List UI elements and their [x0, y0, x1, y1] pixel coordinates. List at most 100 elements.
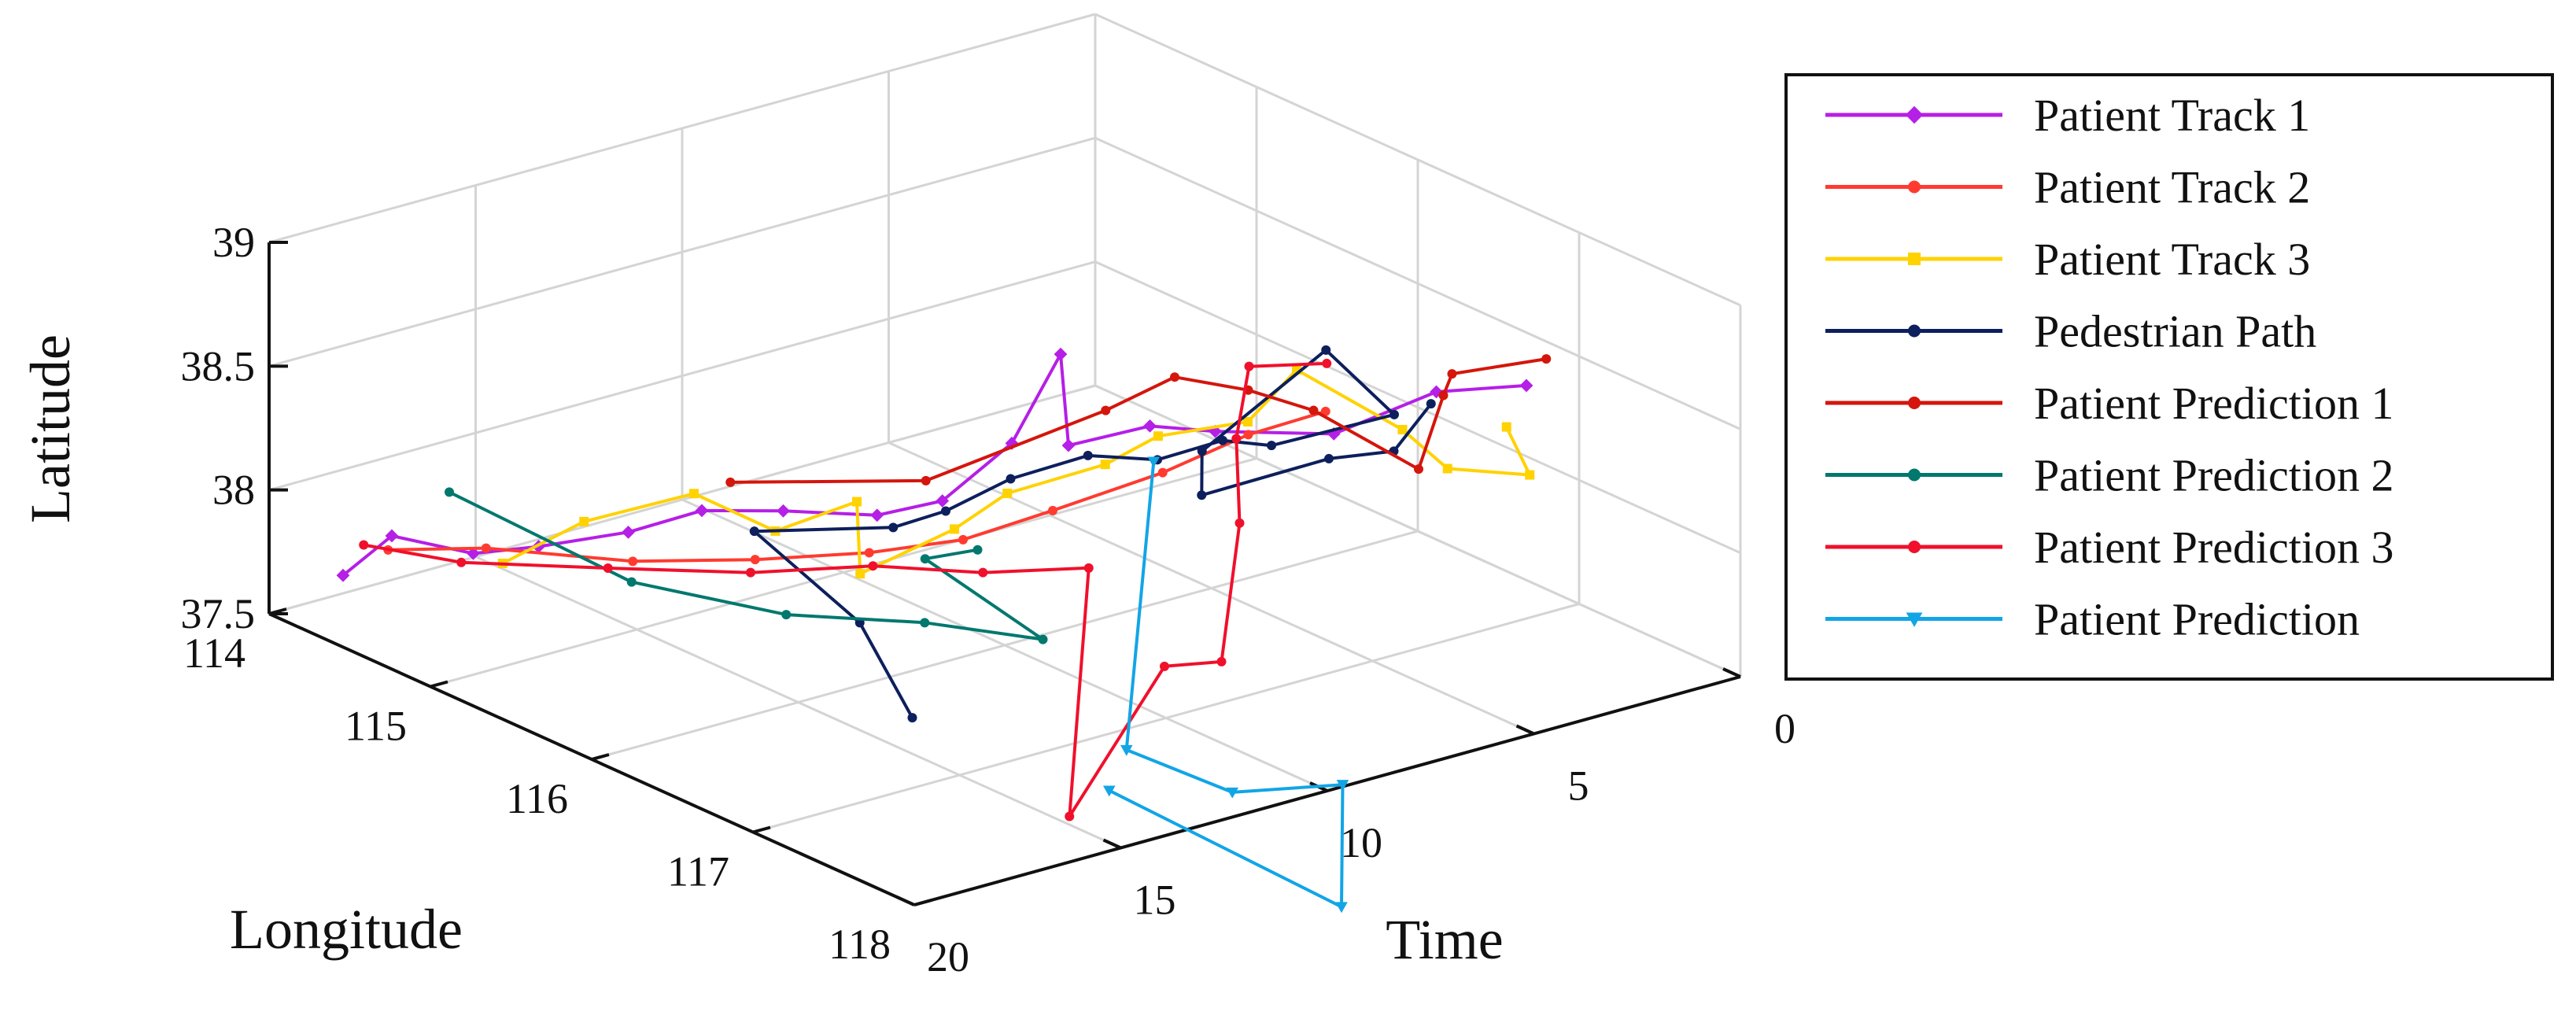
- legend-label: Patient Prediction 3: [2034, 522, 2394, 573]
- data-point: [1143, 419, 1157, 433]
- data-point: [1054, 347, 1068, 361]
- data-point: [1267, 441, 1276, 451]
- data-point: [622, 525, 635, 539]
- data-point: [972, 545, 983, 555]
- data-point: [870, 508, 884, 522]
- legend-item: Patient Track 1: [1825, 90, 2310, 141]
- legend-item: Pedestrian Path: [1825, 306, 2316, 357]
- longitude-tick-label: 116: [506, 775, 568, 822]
- data-point: [958, 534, 968, 545]
- data-point: [336, 568, 350, 582]
- data-point: [1170, 372, 1179, 382]
- legend-item: Patient Prediction 3: [1825, 522, 2394, 573]
- longitude-tick-label: 118: [829, 921, 891, 968]
- data-point: [1048, 505, 1057, 515]
- legend-swatch-marker: [1906, 612, 1923, 627]
- data-point: [1525, 470, 1535, 480]
- time-tick-mark: [896, 895, 915, 906]
- back-wall-grid-latitude: [1094, 384, 1741, 678]
- legend-item: Patient Prediction 2: [1825, 450, 2394, 501]
- data-point: [1519, 378, 1533, 393]
- data-point: [1061, 438, 1076, 452]
- data-point: [978, 567, 988, 578]
- data-point: [1234, 518, 1245, 528]
- time-tick-label: 20: [927, 933, 969, 980]
- data-point: [936, 494, 950, 508]
- latitude-tick-label: 37.5: [181, 590, 256, 637]
- legend-item: Patient Prediction: [1825, 594, 2360, 645]
- data-point: [1083, 563, 1094, 573]
- legend-swatch-marker: [1908, 468, 1921, 482]
- series-line: [729, 357, 1548, 484]
- data-point: [888, 522, 899, 533]
- legend: Patient Track 1 Patient Track 2 Patient Tr…: [1784, 73, 2554, 681]
- back-wall-grid-latitude: [1094, 136, 1741, 430]
- longitude-tick-mark: [913, 899, 932, 906]
- data-point: [746, 567, 755, 578]
- series-7: [359, 358, 1332, 821]
- tick-labels: 37.5 38 38.5 39 114 115 116 117 118 0 5 10 15 20: [181, 219, 1796, 980]
- longitude-tick-mark: [752, 825, 771, 834]
- grid-layer: [268, 13, 1742, 906]
- time-tick-label: 5: [1568, 762, 1589, 810]
- z-axis-title: Latitude: [19, 334, 82, 523]
- data-point: [1501, 422, 1511, 432]
- series-layer: [336, 345, 1552, 914]
- legend-item: Patient Track 3: [1825, 234, 2310, 285]
- data-point: [445, 487, 454, 497]
- data-point: [1006, 474, 1016, 484]
- side-wall-grid-latitude: [268, 13, 1096, 244]
- data-point: [579, 516, 589, 526]
- data-point: [1335, 902, 1348, 914]
- legend-box: [1784, 73, 2554, 681]
- latitude-tick-label: 38.5: [181, 342, 256, 390]
- legend-item: Patient Prediction 1: [1825, 378, 2394, 429]
- data-point: [456, 557, 467, 567]
- data-point: [1216, 656, 1227, 666]
- series-3: [497, 365, 1535, 579]
- longitude-tick-mark: [591, 753, 610, 761]
- data-point: [628, 556, 638, 567]
- data-point: [950, 524, 959, 534]
- legend-item: Patient Track 2: [1825, 162, 2310, 213]
- series-6: [445, 487, 1048, 644]
- longitude-tick-mark: [268, 607, 287, 615]
- series-8: [1102, 456, 1349, 914]
- data-point: [1157, 467, 1168, 478]
- floor-grid-longitude: [591, 530, 1419, 761]
- data-point: [1102, 785, 1116, 797]
- data-point: [1244, 361, 1254, 371]
- data-point: [920, 618, 930, 628]
- legend-swatch-marker: [1908, 180, 1921, 194]
- data-point: [1101, 405, 1111, 415]
- axis-layer: [268, 241, 1741, 906]
- data-point: [1320, 406, 1330, 416]
- data-point: [921, 475, 931, 486]
- data-point: [1197, 446, 1207, 456]
- data-point: [359, 540, 369, 550]
- legend-label: Patient Track 3: [2034, 234, 2310, 285]
- side-wall-grid-latitude: [268, 384, 1096, 615]
- latitude-tick-label: 39: [212, 219, 255, 266]
- data-point: [1243, 417, 1253, 426]
- time-tick-label: 10: [1340, 819, 1382, 866]
- data-point: [1120, 744, 1133, 756]
- data-point: [1002, 489, 1013, 499]
- time-tick-mark: [1722, 667, 1741, 678]
- time-tick-mark: [1515, 724, 1535, 736]
- time-tick-label: 0: [1774, 705, 1795, 752]
- data-point: [868, 561, 878, 571]
- data-point: [920, 554, 930, 564]
- data-point: [467, 547, 480, 560]
- data-point: [1322, 358, 1332, 368]
- data-point: [1389, 409, 1399, 419]
- data-point: [1226, 787, 1239, 799]
- data-point: [1336, 780, 1349, 791]
- side-wall-grid-latitude: [268, 260, 1096, 492]
- time-tick-label: 15: [1134, 877, 1176, 924]
- legend-swatch-marker: [1908, 397, 1921, 409]
- back-wall-grid-latitude: [1094, 260, 1741, 555]
- data-point: [1218, 435, 1227, 445]
- series-4: [749, 345, 1436, 723]
